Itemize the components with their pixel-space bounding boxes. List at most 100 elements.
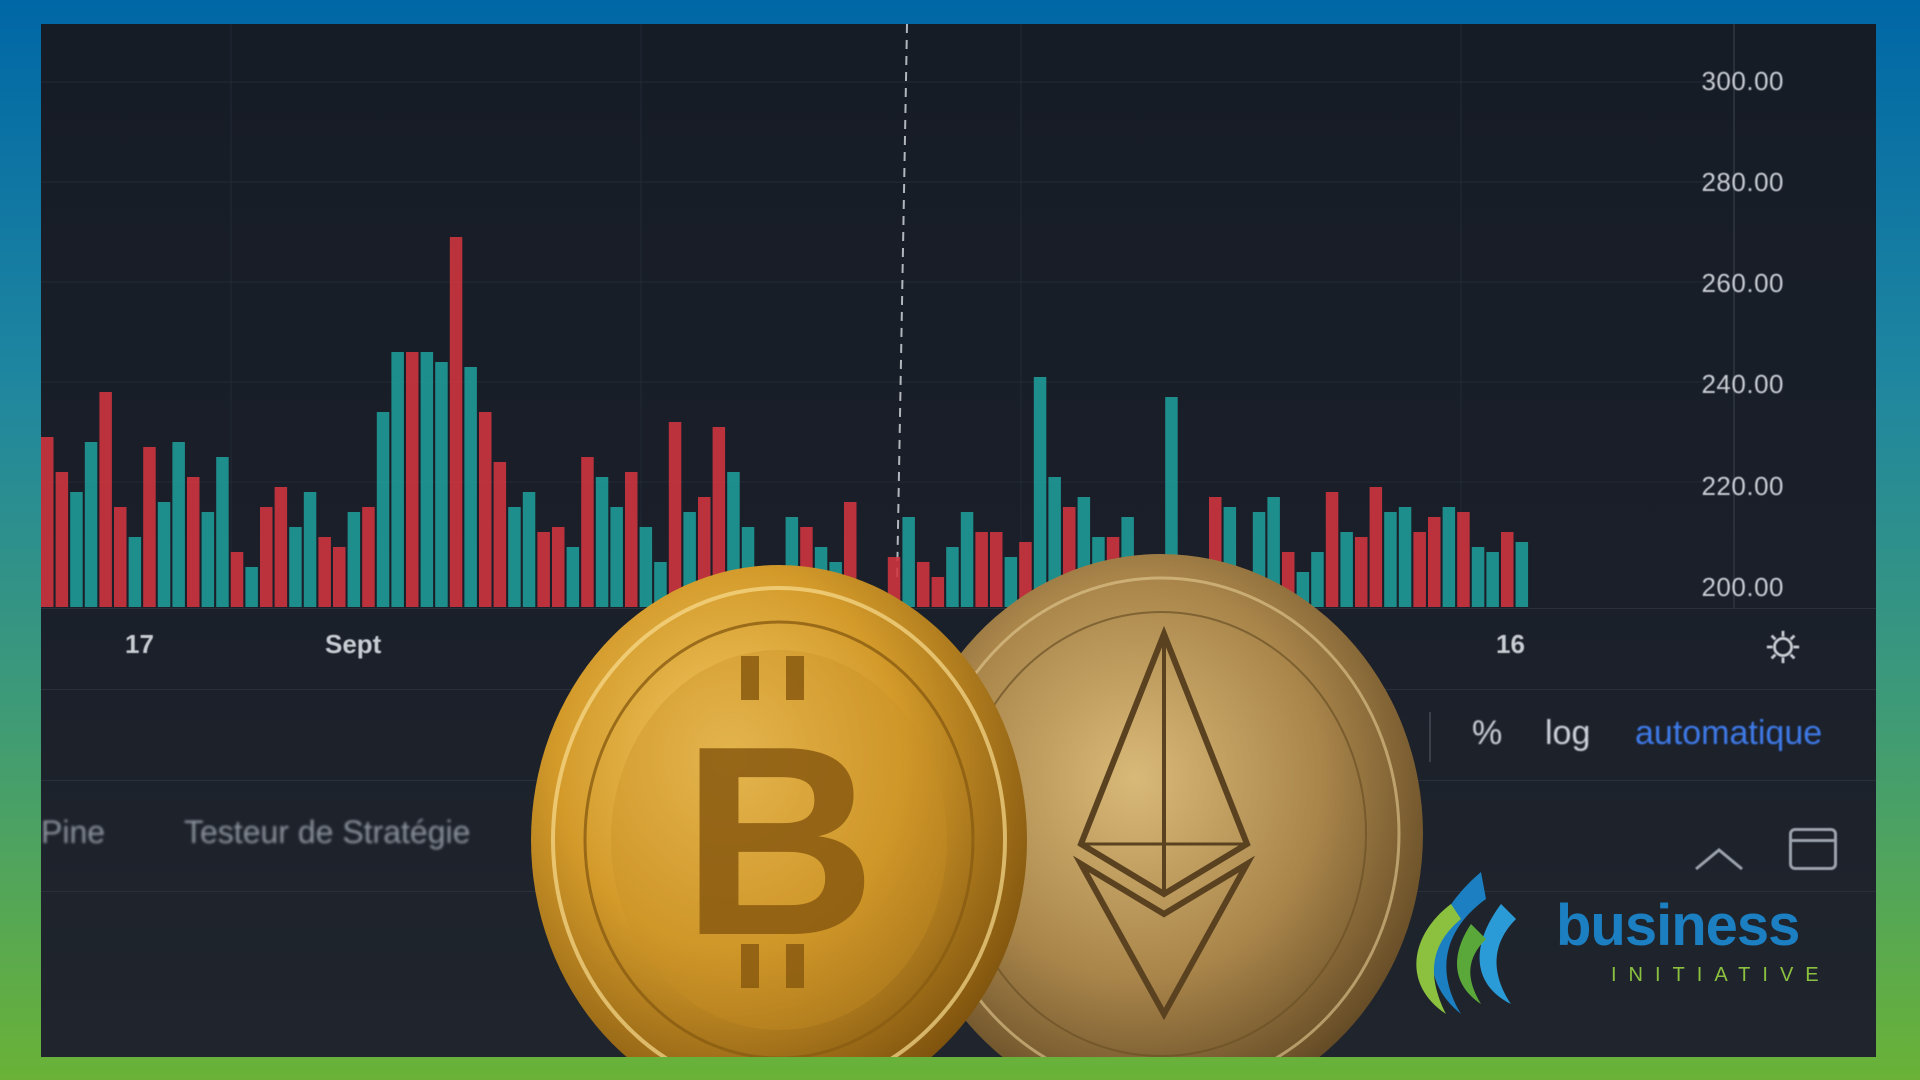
volume-bar (610, 507, 623, 607)
logo-swoosh-icon (1416, 872, 1516, 1014)
volume-bar (1369, 487, 1383, 607)
volume-bar (1398, 507, 1412, 607)
chevron-up-icon[interactable] (1693, 846, 1745, 872)
volume-bar (1340, 532, 1353, 607)
volume-bar (1515, 542, 1529, 607)
volume-bar (1428, 517, 1441, 607)
tab-pine-editor[interactable]: Pine (41, 814, 106, 850)
volume-bar (1442, 507, 1456, 607)
volume-bar (581, 457, 594, 607)
volume-bar (595, 477, 609, 607)
volume-bar (99, 392, 112, 607)
volume-bar (479, 412, 492, 607)
tab-strategy-tester[interactable]: Testeur de Stratégie (184, 814, 471, 850)
y-tick-label: 240.00 (1701, 369, 1784, 399)
y-tick-label: 300.00 (1701, 66, 1784, 96)
volume-bar (333, 547, 346, 607)
volume-bar (1267, 497, 1280, 607)
x-tick-label: 16 (1496, 629, 1525, 659)
volume-bar (668, 422, 682, 607)
volume-bar (654, 562, 667, 607)
volume-bar (362, 507, 375, 607)
volume-bar (157, 502, 171, 607)
volume-bar (143, 447, 156, 607)
volume-bar (1019, 542, 1032, 607)
volume-bar (931, 577, 945, 607)
svg-text:B: B (682, 691, 877, 992)
volume-bar (55, 472, 69, 607)
volume-bar (230, 552, 244, 607)
volume-bar (1457, 512, 1470, 607)
volume-bar (187, 477, 200, 607)
volume-bar (347, 512, 361, 607)
volume-bars (41, 24, 1876, 609)
volume-bar (1048, 477, 1061, 607)
volume-bar (1471, 547, 1485, 607)
volume-bar (376, 412, 390, 607)
y-tick-label: 260.00 (1701, 268, 1784, 298)
crypto-coins: B (531, 554, 1423, 1057)
volume-bar (318, 537, 331, 607)
business-initiative-logo: business INITIATIVE (1391, 864, 1871, 1044)
trading-chart-screen (41, 24, 1876, 609)
maximize-icon[interactable] (1789, 828, 1837, 870)
volume-bar (625, 472, 638, 607)
volume-bar (84, 442, 98, 607)
volume-bar (522, 492, 536, 607)
x-tick-label: Sept (325, 629, 382, 659)
volume-bar (70, 492, 83, 607)
volume-bar (216, 457, 229, 607)
log-scale-button[interactable]: log (1545, 714, 1591, 752)
volume-bar (41, 437, 54, 607)
x-tick-label: 17 (125, 629, 154, 659)
logo-subtitle: INITIATIVE (1611, 964, 1831, 986)
volume-bar (289, 527, 302, 607)
volume-bar (435, 362, 448, 607)
y-tick-label: 280.00 (1701, 167, 1784, 197)
volume-bar (128, 537, 142, 607)
volume-bar (1384, 512, 1397, 607)
percent-scale-button[interactable]: % (1472, 714, 1503, 752)
volume-bar (449, 237, 463, 607)
volume-bar (1355, 537, 1368, 607)
volume-bar (464, 367, 477, 607)
volume-bar (172, 442, 185, 607)
volume-bar (960, 512, 974, 607)
volume-bar (566, 547, 580, 607)
crypto-photo: 300.00 280.00 260.00 240.00 220.00 200.0… (41, 24, 1876, 1057)
volume-bar (1325, 492, 1339, 607)
volume-bar (1501, 532, 1514, 607)
bitcoin-coin: B (531, 565, 1027, 1057)
volume-bar (114, 507, 127, 607)
auto-scale-button[interactable]: automatique (1635, 714, 1823, 752)
volume-bar (712, 427, 726, 607)
volume-bar (887, 557, 901, 607)
volume-bar (420, 352, 434, 607)
logo-wordmark: business (1556, 893, 1800, 958)
volume-bar (201, 512, 215, 607)
volume-bar (946, 547, 959, 607)
y-tick-label: 220.00 (1701, 471, 1784, 501)
volume-bar (1033, 377, 1047, 607)
volume-bar (639, 527, 653, 607)
volume-bar (493, 462, 507, 607)
volume-bar (303, 492, 317, 607)
volume-bar (245, 567, 258, 607)
volume-bar (1413, 532, 1426, 607)
gear-icon[interactable] (1764, 628, 1802, 666)
volume-bar (917, 562, 930, 607)
volume-bar (552, 527, 565, 607)
volume-bar (1311, 552, 1324, 607)
volume-bar (391, 352, 404, 607)
toolbar-divider (1429, 712, 1431, 762)
volume-bar (537, 532, 550, 607)
volume-bar (1486, 552, 1499, 607)
y-tick-label: 200.00 (1701, 572, 1784, 602)
volume-bar (406, 352, 419, 607)
volume-bar (508, 507, 521, 607)
volume-bar (990, 532, 1003, 607)
volume-bar (975, 532, 988, 607)
volume-bar (274, 487, 288, 607)
volume-bar (902, 517, 915, 607)
